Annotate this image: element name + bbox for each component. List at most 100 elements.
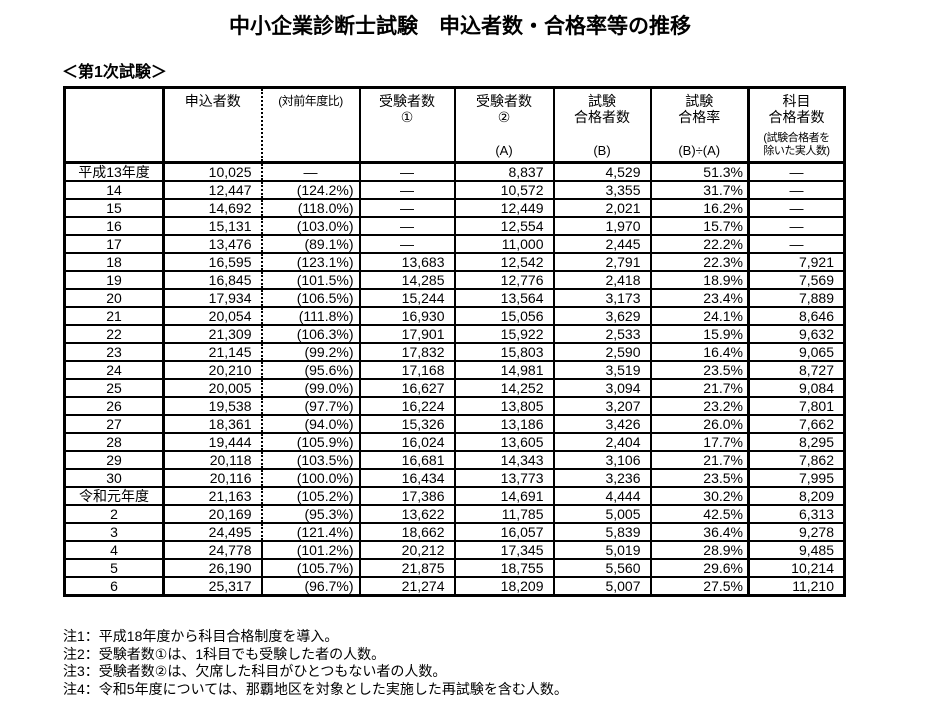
year-cell: 19 <box>63 270 165 290</box>
note-line: 注1：平成18年度から科目合格制度を導入。 <box>63 628 339 644</box>
value-cell: 29.6% <box>649 558 750 578</box>
value-cell: 18,361 <box>162 414 263 434</box>
year-cell: 27 <box>63 414 165 434</box>
header-label: 合格者数 <box>574 109 630 125</box>
value-cell: 4,529 <box>552 161 652 182</box>
value-cell: 8,837 <box>453 161 555 182</box>
value-cell: 16.4% <box>649 342 750 362</box>
value-cell: (105.2%) <box>260 486 361 506</box>
year-cell: 6 <box>63 576 165 597</box>
value-cell: 9,065 <box>747 342 846 362</box>
table-row: 21 20,054 (111.8%) 16,930 15,056 3,629 24.1% 8,… <box>63 306 846 326</box>
value-cell: 23.2% <box>649 396 750 416</box>
table-row: 29 20,118 (103.5%) 16,681 14,343 3,106 21.7% 7,… <box>63 450 846 470</box>
value-cell: (95.6%) <box>260 360 361 380</box>
value-cell: 8,209 <box>747 486 846 506</box>
value-cell: 19,444 <box>162 432 263 452</box>
value-cell: 3,629 <box>552 306 652 326</box>
value-cell: 17,345 <box>453 540 555 560</box>
value-cell: 23.4% <box>649 288 750 308</box>
value-cell: 13,683 <box>358 252 456 272</box>
value-cell: 17.7% <box>649 432 750 452</box>
value-cell: 8,295 <box>747 432 846 452</box>
value-cell: (118.0%) <box>260 198 361 218</box>
value-cell: 12,447 <box>162 180 263 200</box>
value-cell: 12,542 <box>453 252 555 272</box>
value-cell: 2,590 <box>552 342 652 362</box>
header-label: 受験者数 <box>476 93 532 109</box>
year-cell: 23 <box>63 342 165 362</box>
value-cell: 15.7% <box>649 216 750 236</box>
value-cell: 3,173 <box>552 288 652 308</box>
table-row: 20 17,934 (106.5%) 15,244 13,564 3,173 23.4% 7,… <box>63 288 846 308</box>
value-cell: (123.1%) <box>260 252 361 272</box>
value-cell: (96.7%) <box>260 576 361 597</box>
value-cell: 2,404 <box>552 432 652 452</box>
value-cell: ― <box>747 180 846 200</box>
year-cell: 28 <box>63 432 165 452</box>
value-cell: 7,921 <box>747 252 846 272</box>
value-cell: 21.7% <box>649 378 750 398</box>
year-cell: 18 <box>63 252 165 272</box>
value-cell: 7,889 <box>747 288 846 308</box>
value-cell: 51.3% <box>649 161 750 182</box>
value-cell: 36.4% <box>649 522 750 542</box>
value-cell: (94.0%) <box>260 414 361 434</box>
table-header-row: 申込者数 (対前年度比) 受験者数 ① 受験 <box>63 86 846 164</box>
value-cell: 30.2% <box>649 486 750 506</box>
table-row: 令和元年度 21,163 (105.2%) 17,386 14,691 4,444 30.2… <box>63 486 846 506</box>
value-cell: 24,495 <box>162 522 263 542</box>
value-cell: 16,845 <box>162 270 263 290</box>
header-sublabel: 除いた実人数) <box>763 145 830 157</box>
value-cell: ― <box>358 198 456 218</box>
value-cell: 10,572 <box>453 180 555 200</box>
value-cell: 14,252 <box>453 378 555 398</box>
value-cell: 2,021 <box>552 198 652 218</box>
year-cell: 22 <box>63 324 165 344</box>
table-row: 30 20,116 (100.0%) 16,434 13,773 3,236 23.5% 7,… <box>63 468 846 488</box>
footnotes: 注1：平成18年度から科目合格制度を導入。 注2：受験者数①は、1科目でも受験した… <box>63 628 568 698</box>
table-row: 28 19,444 (105.9%) 16,024 13,605 2,404 17.7% 8,… <box>63 432 846 452</box>
value-cell: 3,355 <box>552 180 652 200</box>
table-row: 18 16,595 (123.1%) 13,683 12,542 2,791 22.3% 7,… <box>63 252 846 272</box>
value-cell: 6,313 <box>747 504 846 524</box>
value-cell: 20,116 <box>162 468 263 488</box>
value-cell: 14,285 <box>358 270 456 290</box>
value-cell: 16,224 <box>358 396 456 416</box>
value-cell: 7,569 <box>747 270 846 290</box>
value-cell: 13,622 <box>358 504 456 524</box>
value-cell: 13,476 <box>162 234 263 254</box>
value-cell: 16,595 <box>162 252 263 272</box>
value-cell: 17,934 <box>162 288 263 308</box>
value-cell: 9,084 <box>747 378 846 398</box>
column-header-year <box>63 86 165 164</box>
value-cell: 11,000 <box>453 234 555 254</box>
value-cell: 3,236 <box>552 468 652 488</box>
value-cell: 10,214 <box>747 558 846 578</box>
value-cell: 16,434 <box>358 468 456 488</box>
value-cell: 3,106 <box>552 450 652 470</box>
value-cell: 13,186 <box>453 414 555 434</box>
value-cell: 2,418 <box>552 270 652 290</box>
table-row: 5 26,190 (105.7%) 21,875 18,755 5,560 29.6% 10,… <box>63 558 846 578</box>
value-cell: 23.5% <box>649 468 750 488</box>
value-cell: 15.9% <box>649 324 750 344</box>
value-cell: 9,278 <box>747 522 846 542</box>
header-label: 試験 <box>685 93 714 109</box>
column-header-passers: 試験 合格者数 (B) <box>552 86 652 164</box>
value-cell: 21.7% <box>649 450 750 470</box>
value-cell: 12,449 <box>453 198 555 218</box>
value-cell: 11,785 <box>453 504 555 524</box>
value-cell: ― <box>747 216 846 236</box>
value-cell: (103.0%) <box>260 216 361 236</box>
value-cell: 13,605 <box>453 432 555 452</box>
value-cell: 18.9% <box>649 270 750 290</box>
value-cell: ― <box>358 180 456 200</box>
value-cell: 7,862 <box>747 450 846 470</box>
year-cell: 29 <box>63 450 165 470</box>
value-cell: (121.4%) <box>260 522 361 542</box>
table-row: 25 20,005 (99.0%) 16,627 14,252 3,094 21.7% 9,0… <box>63 378 846 398</box>
value-cell: (103.5%) <box>260 450 361 470</box>
value-cell: 14,343 <box>453 450 555 470</box>
value-cell: 15,244 <box>358 288 456 308</box>
